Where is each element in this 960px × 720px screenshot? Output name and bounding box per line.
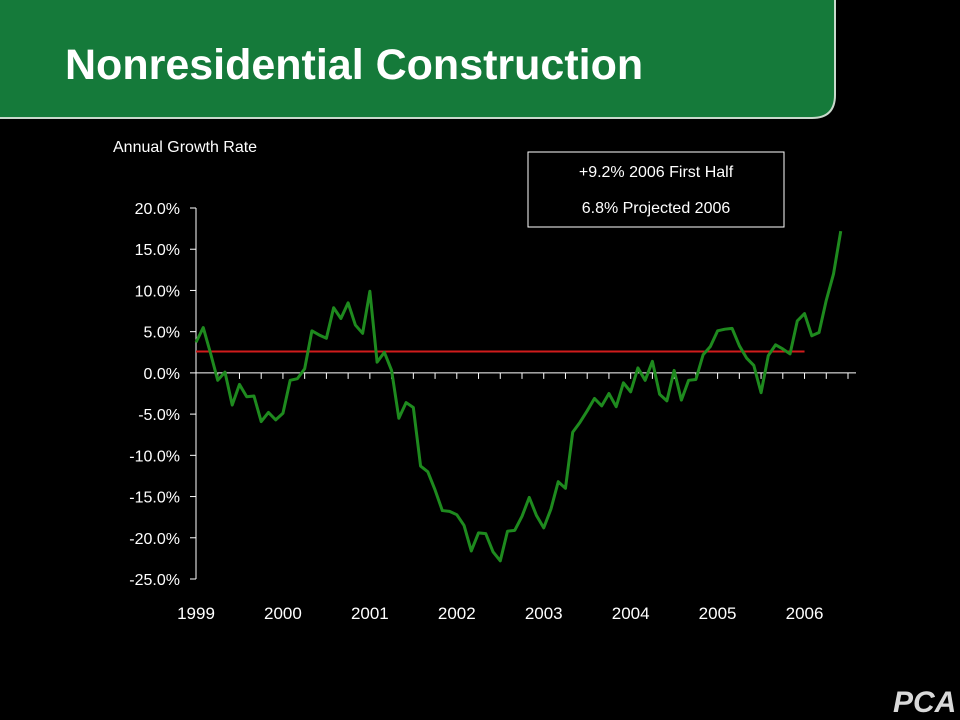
x-tick-label: 2004 bbox=[612, 604, 650, 623]
x-tick-label: 2005 bbox=[699, 604, 737, 623]
y-tick-label: 0.0% bbox=[144, 366, 180, 383]
annotation-box bbox=[527, 151, 785, 228]
x-axis-ticks: 1999 2000 2001 2002 2003 2004 2005 2006 bbox=[177, 372, 849, 623]
y-tick-label: -5.0% bbox=[138, 407, 180, 424]
header-banner bbox=[0, 0, 835, 118]
y-axis-ticks: 20.0% 15.0% 10.0% 5.0% 0.0% -5.0% -10.0% -15.0%… bbox=[129, 201, 196, 589]
y-tick-label: 15.0% bbox=[135, 242, 180, 259]
y-tick-label: -15.0% bbox=[129, 490, 180, 507]
y-tick-label: -10.0% bbox=[129, 448, 180, 465]
series-line-growth-rate bbox=[194, 230, 843, 563]
pca-logo: PCA bbox=[893, 686, 956, 719]
y-tick-label: -20.0% bbox=[129, 531, 180, 548]
x-tick-label: 2002 bbox=[438, 604, 476, 623]
x-tick-label: 2000 bbox=[264, 604, 302, 623]
x-tick-label: 1999 bbox=[177, 604, 215, 623]
y-tick-label: 10.0% bbox=[135, 283, 180, 300]
y-axis-label: Annual Growth Rate bbox=[113, 139, 257, 156]
slide-title: Nonresidential Construction bbox=[65, 41, 643, 89]
x-tick-label: 2001 bbox=[351, 604, 389, 623]
annotation-first-half: +9.2% 2006 First Half bbox=[579, 164, 734, 181]
y-tick-label: -25.0% bbox=[129, 572, 180, 589]
header-banner-edge bbox=[0, 0, 836, 119]
logo-text: PCA bbox=[893, 686, 956, 719]
y-tick-label: 5.0% bbox=[144, 325, 180, 342]
x-tick-label: 2003 bbox=[525, 604, 563, 623]
x-tick-label: 2006 bbox=[786, 604, 824, 623]
annotation-projected: 6.8% Projected 2006 bbox=[582, 200, 731, 217]
series-group bbox=[194, 230, 843, 563]
y-tick-label: 20.0% bbox=[135, 201, 180, 218]
